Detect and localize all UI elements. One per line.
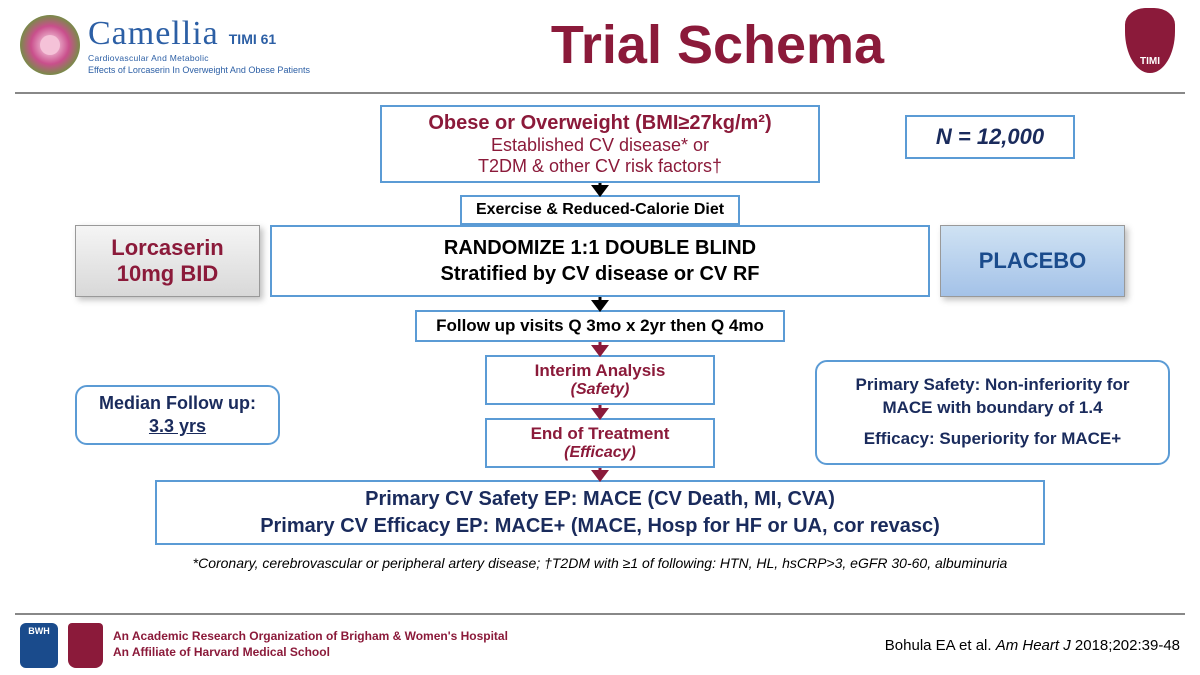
camellia-name: Camellia	[88, 15, 219, 53]
arrow-head-icon	[591, 300, 609, 312]
camellia-logo: Camellia Cardiovascular And Metabolic TI…	[20, 15, 310, 75]
efficacy-text: Efficacy: Superiority for MACE+	[864, 428, 1121, 451]
randomize-box: RANDOMIZE 1:1 DOUBLE BLIND Stratified by…	[270, 225, 930, 297]
footer-org-line1: An Academic Research Organization of Bri…	[113, 629, 508, 645]
sample-size-value: N = 12,000	[936, 124, 1044, 150]
end-of-treatment-box: End of Treatment (Efficacy)	[485, 418, 715, 468]
eligibility-box: Obese or Overweight (BMI≥27kg/m²) Establ…	[380, 105, 820, 183]
footnote: *Coronary, cerebrovascular or peripheral…	[0, 555, 1200, 571]
header-divider	[15, 92, 1185, 94]
timi-logo: TIMI	[1125, 8, 1180, 83]
interim-analysis-box: Interim Analysis (Safety)	[485, 355, 715, 405]
arrow-head-icon	[591, 408, 609, 420]
citation: Bohula EA et al. Am Heart J 2018;202:39-…	[885, 637, 1180, 654]
efficacy-endpoint: Primary CV Efficacy EP: MACE+ (MACE, Hos…	[260, 513, 940, 540]
median-line2: 3.3 yrs	[149, 415, 206, 438]
lorcaserin-name: Lorcaserin	[111, 235, 224, 261]
followup-text: Follow up visits Q 3mo x 2yr then Q 4mo	[436, 316, 764, 336]
eot-title: End of Treatment	[531, 424, 670, 444]
interim-title: Interim Analysis	[535, 361, 666, 381]
lorcaserin-arm-box: Lorcaserin 10mg BID	[75, 225, 260, 297]
bwh-logo-icon: BWH	[20, 623, 58, 668]
eligibility-line1: Obese or Overweight (BMI≥27kg/m²)	[428, 112, 771, 135]
lorcaserin-dose: 10mg BID	[117, 261, 218, 287]
eligibility-line3: T2DM & other CV risk factors†	[478, 156, 722, 177]
camellia-subtitle: Cardiovascular And Metabolic	[88, 53, 219, 63]
header: Camellia Cardiovascular And Metabolic TI…	[0, 0, 1200, 90]
camellia-timi-number: TIMI 61	[229, 31, 276, 47]
safety-endpoint: Primary CV Safety EP: MACE (CV Death, MI…	[365, 486, 835, 513]
footer-org-text: An Academic Research Organization of Bri…	[113, 629, 508, 660]
median-line1: Median Follow up:	[99, 392, 256, 415]
placebo-label: PLACEBO	[979, 248, 1087, 274]
footer-org-line2: An Affiliate of Harvard Medical School	[113, 645, 508, 661]
camellia-effects-line: Effects of Lorcaserin In Overweight And …	[88, 65, 310, 75]
footer: BWH An Academic Research Organization of…	[0, 615, 1200, 675]
eot-subtitle: (Efficacy)	[564, 444, 636, 462]
diet-text: Exercise & Reduced-Calorie Diet	[476, 201, 724, 219]
arrow-head-icon	[591, 345, 609, 357]
harvard-shield-icon	[68, 623, 103, 668]
diet-box: Exercise & Reduced-Calorie Diet	[460, 195, 740, 225]
randomize-line1: RANDOMIZE 1:1 DOUBLE BLIND	[444, 235, 756, 261]
camellia-flower-icon	[20, 15, 80, 75]
timi-shield-icon: TIMI	[1125, 8, 1175, 73]
placebo-arm-box: PLACEBO	[940, 225, 1125, 297]
safety-efficacy-box: Primary Safety: Non-inferiority for MACE…	[815, 360, 1170, 465]
citation-author: Bohula EA et al.	[885, 637, 996, 654]
endpoints-box: Primary CV Safety EP: MACE (CV Death, MI…	[155, 480, 1045, 545]
arrow-head-icon	[591, 185, 609, 197]
eligibility-line2: Established CV disease* or	[491, 135, 709, 156]
median-followup-box: Median Follow up: 3.3 yrs	[75, 385, 280, 445]
page-title: Trial Schema	[310, 14, 1125, 76]
citation-journal: Am Heart J	[996, 637, 1071, 654]
interim-subtitle: (Safety)	[571, 381, 630, 399]
primary-safety-text: Primary Safety: Non-inferiority for MACE…	[829, 374, 1156, 420]
arrow-head-icon	[591, 470, 609, 482]
sample-size-box: N = 12,000	[905, 115, 1075, 159]
citation-ref: 2018;202:39-48	[1071, 637, 1180, 654]
followup-visits-box: Follow up visits Q 3mo x 2yr then Q 4mo	[415, 310, 785, 342]
randomize-line2: Stratified by CV disease or CV RF	[441, 261, 760, 287]
